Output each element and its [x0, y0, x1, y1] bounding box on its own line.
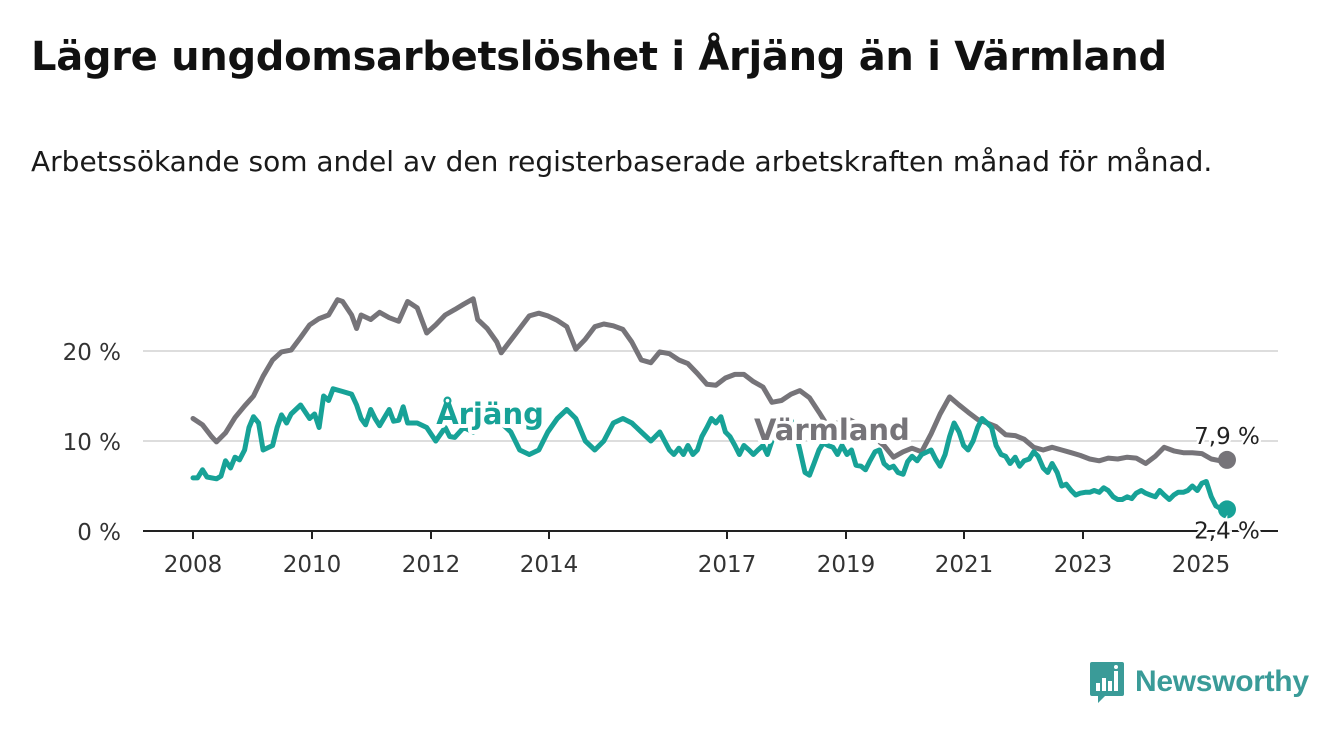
x-axis-labels: 2008 2010 2012 2014 2017 2019 2021 2023 2025	[164, 531, 1231, 578]
newsworthy-brand: Newsworthy	[1089, 660, 1309, 704]
x-tick-label: 2021	[935, 552, 994, 578]
chart-title: Lägre ungdomsarbetslöshet i Årjäng än i …	[31, 34, 1167, 80]
x-tick-label: 2010	[283, 552, 342, 578]
end-markers: 7,9 % 2,4 %	[1192, 421, 1263, 547]
y-axis-labels: 0 % 10 % 20 %	[63, 340, 121, 546]
end-value-label: 2,4 %	[1194, 518, 1260, 544]
series-line-varmland	[190, 296, 1230, 466]
brand-name: Newsworthy	[1135, 665, 1309, 698]
series-line-arjang	[190, 386, 1230, 512]
series-labels: Värmland Årjäng	[432, 393, 914, 451]
x-tick-label: 2014	[520, 552, 579, 578]
y-tick-label: 20 %	[63, 340, 121, 366]
y-tick-label: 0 %	[77, 520, 121, 546]
series-label: Årjäng	[436, 397, 544, 431]
end-point	[1218, 500, 1236, 519]
y-tick-label: 10 %	[63, 430, 121, 456]
x-tick-label: 2019	[817, 552, 876, 578]
end-point	[1218, 450, 1236, 469]
end-value-label: 7,9 %	[1194, 424, 1260, 450]
x-tick-label: 2017	[698, 552, 757, 578]
x-tick-label: 2025	[1172, 552, 1231, 578]
series-label: Värmland	[754, 413, 910, 447]
newsworthy-logo-icon	[1090, 662, 1124, 703]
gridlines	[143, 350, 1278, 532]
series-lines	[190, 296, 1230, 512]
x-tick-label: 2023	[1054, 552, 1113, 578]
x-tick-label: 2012	[402, 552, 461, 578]
chart-subtitle: Arbetssökande som andel av den registerb…	[31, 145, 1213, 178]
x-tick-label: 2008	[164, 552, 223, 578]
